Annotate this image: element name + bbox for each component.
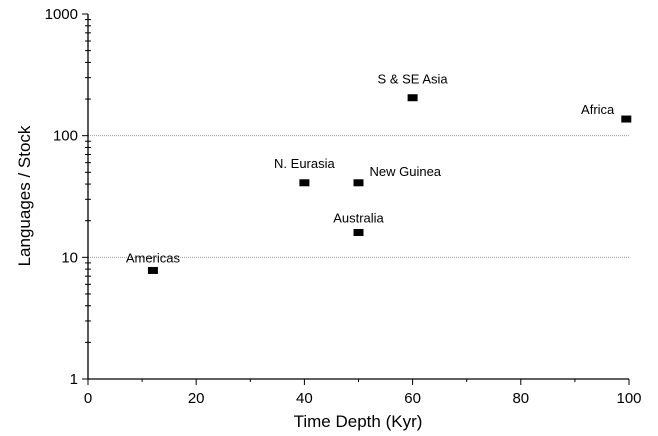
y-tick-label: 1000 — [45, 6, 78, 23]
x-tick-label: 20 — [188, 390, 205, 407]
point-label-3: Australia — [333, 210, 384, 225]
point-label-1: N. Eurasia — [274, 156, 335, 171]
data-points: Americas N. Eurasia New Guinea Australia S &… — [126, 72, 632, 274]
axis-ticks: 1 10 100 1000 0 20 40 60 80 100 — [45, 6, 642, 407]
data-point-3 — [353, 228, 364, 236]
x-tick-label: 60 — [404, 390, 421, 407]
data-point-5 — [621, 115, 632, 123]
x-tick-label: 40 — [296, 390, 313, 407]
point-label-5: Africa — [581, 102, 615, 117]
x-axis-label: Time Depth (Kyr) — [294, 412, 423, 431]
axes — [87, 14, 629, 380]
point-label-0: Americas — [126, 250, 181, 265]
data-point-4 — [407, 94, 418, 102]
grid-lines — [88, 135, 629, 258]
y-tick-label: 10 — [61, 249, 78, 266]
y-axis-label: Languages / Stock — [15, 125, 34, 266]
data-point-1 — [299, 179, 310, 187]
point-label-2: New Guinea — [370, 164, 442, 179]
x-tick-label: 100 — [616, 390, 641, 407]
x-tick-label: 0 — [84, 390, 92, 407]
y-tick-label: 1 — [70, 371, 78, 388]
x-tick-label: 80 — [512, 390, 529, 407]
data-point-2 — [353, 179, 364, 187]
data-point-0 — [147, 266, 158, 274]
y-tick-label: 100 — [53, 128, 78, 145]
point-label-4: S & SE Asia — [378, 72, 449, 87]
